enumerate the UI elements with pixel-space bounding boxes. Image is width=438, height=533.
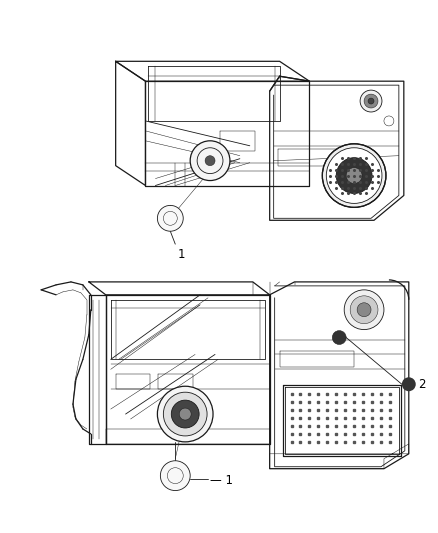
Circle shape [205, 156, 215, 166]
Circle shape [332, 330, 346, 344]
Circle shape [179, 408, 191, 420]
Circle shape [350, 296, 378, 324]
Circle shape [322, 144, 386, 207]
Circle shape [171, 400, 199, 428]
Circle shape [360, 90, 382, 112]
Circle shape [157, 205, 183, 231]
Text: — 1: — 1 [210, 474, 233, 487]
Circle shape [336, 158, 372, 193]
Circle shape [368, 98, 374, 104]
Circle shape [346, 168, 362, 183]
Circle shape [402, 377, 416, 391]
Circle shape [344, 290, 384, 329]
Circle shape [357, 303, 371, 317]
Circle shape [364, 94, 378, 108]
Text: 1: 1 [177, 248, 185, 261]
Circle shape [160, 461, 190, 490]
Circle shape [157, 386, 213, 442]
Text: 2: 2 [418, 378, 425, 391]
Circle shape [190, 141, 230, 181]
Circle shape [326, 148, 382, 204]
Circle shape [163, 392, 207, 436]
